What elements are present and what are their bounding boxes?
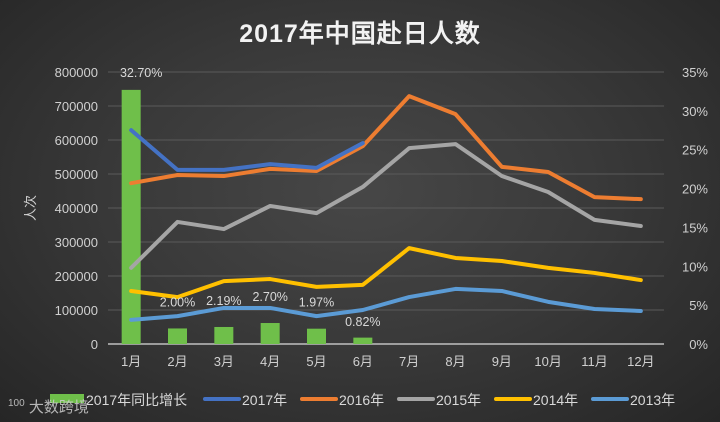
legend-swatch <box>50 394 84 403</box>
y2-tick-label: 0% <box>689 337 708 352</box>
y-tick-label: 300000 <box>55 235 98 250</box>
x-tick-label: 12月 <box>627 354 654 369</box>
x-tick-label: 11月 <box>581 354 608 369</box>
y2-tick-label: 5% <box>689 298 708 313</box>
legend: 2017年同比增长 2017年 2016年 2015年 2014年 2013年 <box>50 392 675 408</box>
growth-bar <box>121 89 141 344</box>
x-tick-label: 1月 <box>121 354 141 369</box>
x-tick-label: 8月 <box>445 354 465 369</box>
bar-data-label: 2.00% <box>160 295 195 309</box>
y-tick-label: 500000 <box>55 167 98 182</box>
y-tick-label: 200000 <box>55 269 98 284</box>
line-2013 <box>129 286 643 322</box>
legend-label: 2013年 <box>630 392 675 408</box>
line-2015 <box>129 142 643 270</box>
watermark-logo: 100 <box>8 398 25 409</box>
bar-series <box>121 89 373 344</box>
legend-label: 2017年 <box>242 392 287 408</box>
line-series <box>129 94 643 322</box>
bar-data-label: 32.70% <box>120 66 162 80</box>
y-tick-label: 800000 <box>55 65 98 80</box>
x-tick-label: 6月 <box>353 354 373 369</box>
y-tick-label: 700000 <box>55 99 98 114</box>
watermark-text: 大数跨境 <box>28 399 89 416</box>
bar-data-label: 2.19% <box>206 294 241 308</box>
y-tick-label: 100000 <box>55 303 98 318</box>
watermark: 100 大数跨境 <box>8 396 89 417</box>
bar-data-label: 1.97% <box>299 296 334 310</box>
line-2016 <box>129 94 643 202</box>
y2-axis: 0% 5% 10% 15% 20% 25% 30% 35% <box>682 65 708 352</box>
data-labels: 32.70% 2.00% 2.19% 2.70% 1.97% 0.82% <box>120 66 381 329</box>
bar-data-label: 2.70% <box>252 290 287 304</box>
y2-tick-label: 10% <box>682 259 708 274</box>
chart-title: 2017年中国赴日人数 <box>239 19 481 48</box>
y-tick-label: 0 <box>91 337 98 352</box>
y2-tick-label: 35% <box>682 65 708 80</box>
growth-bar <box>307 328 326 344</box>
legend-label: 2015年 <box>436 392 481 408</box>
x-tick-label: 3月 <box>214 354 234 369</box>
x-tick-label: 7月 <box>399 354 419 369</box>
y2-tick-label: 25% <box>682 143 708 158</box>
line-2017 <box>129 128 365 172</box>
growth-bar <box>168 328 187 344</box>
line-2014 <box>129 246 643 300</box>
y2-tick-label: 20% <box>682 182 708 197</box>
x-tick-label: 9月 <box>492 354 512 369</box>
growth-bar <box>260 323 280 344</box>
legend-label: 2014年 <box>533 392 578 408</box>
bar-data-label: 0.82% <box>345 315 380 329</box>
legend-label: 2016年 <box>339 392 384 408</box>
y-axis-title: 人次 <box>23 195 38 221</box>
legend-label: 2017年同比增长 <box>86 392 187 408</box>
x-tick-label: 10月 <box>534 354 561 369</box>
y-axis: 0 100000 200000 300000 400000 500000 600000 700… <box>55 65 98 352</box>
growth-bar <box>353 337 373 344</box>
x-tick-label: 4月 <box>260 354 280 369</box>
y-tick-label: 600000 <box>55 133 98 148</box>
growth-bar <box>214 326 234 344</box>
x-tick-label: 5月 <box>306 354 326 369</box>
x-axis: 1月 2月 3月 4月 5月 6月 7月 8月 9月 10月 11月 12月 <box>108 343 664 369</box>
y2-tick-label: 30% <box>682 104 708 119</box>
y-tick-label: 400000 <box>55 201 98 216</box>
x-tick-label: 2月 <box>167 354 187 369</box>
y2-tick-label: 15% <box>682 220 708 235</box>
